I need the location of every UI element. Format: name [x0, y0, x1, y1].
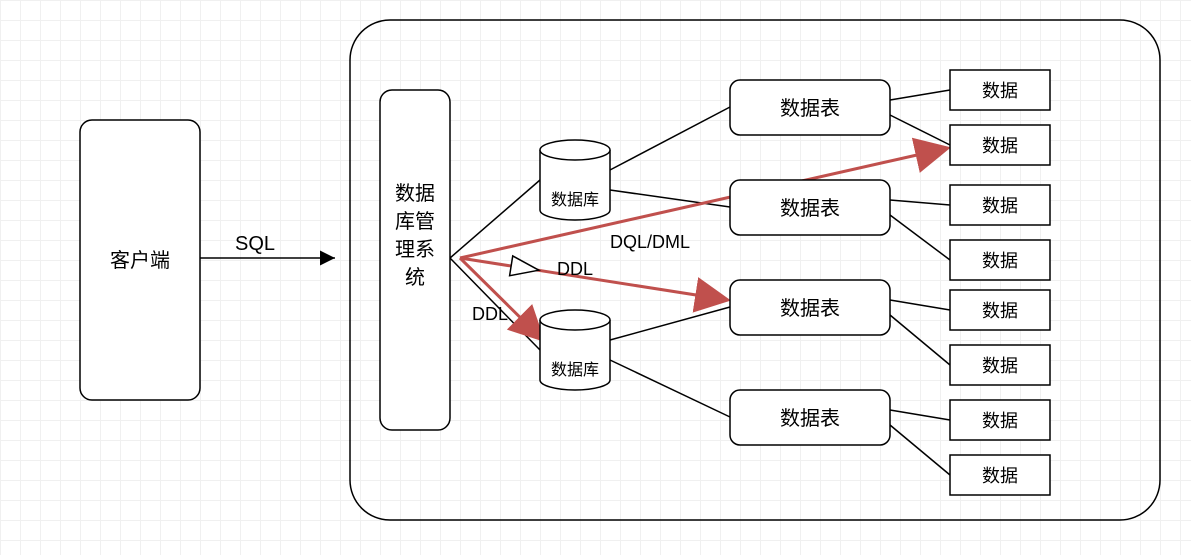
label-dql-dml: DQL/DML — [610, 232, 690, 252]
tables — [730, 80, 890, 445]
table4-label: 数据表 — [780, 407, 840, 430]
diagram-svg: 客户端 数据 库管 理系 统 SQL DQL/DML DDL DDL — [0, 0, 1191, 555]
table3-label: 数据表 — [780, 297, 840, 320]
data-boxes — [950, 70, 1050, 495]
dbms-label-2: 库管 — [395, 210, 435, 233]
label-ddl-2: DDL — [472, 304, 508, 324]
data4-label: 数据 — [982, 251, 1018, 271]
data6-label: 数据 — [982, 356, 1018, 376]
label-ddl-1: DDL — [557, 259, 593, 279]
table2-label: 数据表 — [780, 197, 840, 220]
dbms-label-3: 理系 — [395, 238, 435, 261]
edge-sql-label: SQL — [235, 233, 275, 255]
data8-label: 数据 — [982, 466, 1018, 486]
data1-label: 数据 — [982, 81, 1018, 101]
table1-label: 数据表 — [780, 97, 840, 120]
client-label: 客户端 — [110, 249, 170, 272]
dbms-label-1: 数据 — [395, 182, 435, 205]
open-arrow-icon — [510, 256, 541, 280]
data5-label: 数据 — [982, 301, 1018, 321]
data3-label: 数据 — [982, 196, 1018, 216]
db2-label: 数据库 — [551, 361, 599, 379]
data2-label: 数据 — [982, 136, 1018, 156]
db1-label: 数据库 — [551, 191, 599, 209]
dbms-label-4: 统 — [405, 266, 425, 289]
data7-label: 数据 — [982, 411, 1018, 431]
